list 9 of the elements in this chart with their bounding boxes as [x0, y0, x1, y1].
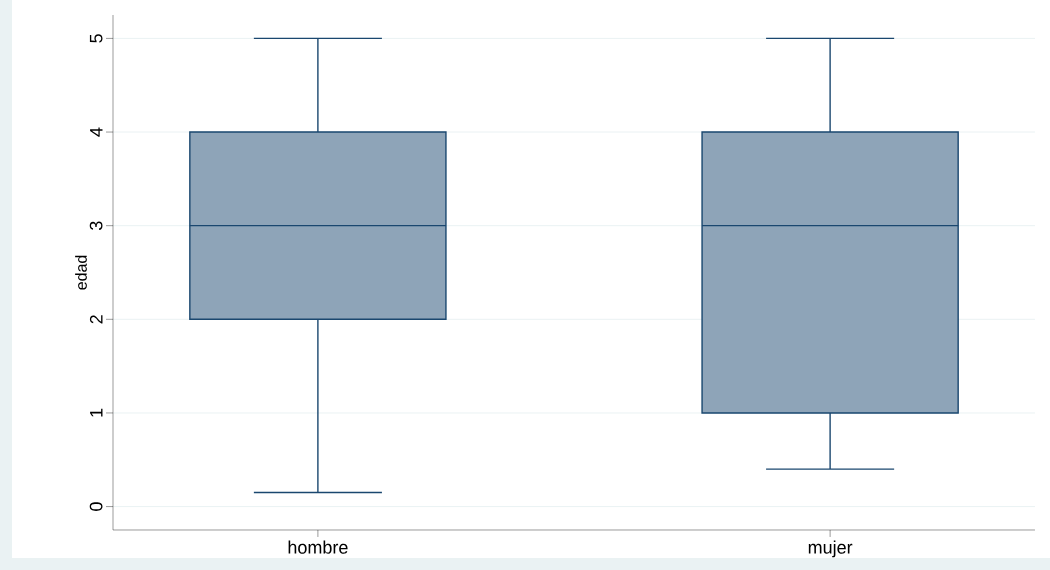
x-tick-label: hombre — [288, 540, 348, 554]
y-tick-label: 1 — [90, 408, 103, 417]
x-tick-label: mujer — [808, 540, 853, 558]
y-tick-label: 5 — [89, 34, 103, 43]
y-tick-label: 4 — [90, 127, 103, 137]
y-tick-label: 2 — [89, 315, 103, 324]
y-tick-label: 0 — [89, 502, 103, 511]
y-tick-label: 3 — [89, 221, 103, 230]
y-axis-title: edad — [75, 255, 87, 290]
